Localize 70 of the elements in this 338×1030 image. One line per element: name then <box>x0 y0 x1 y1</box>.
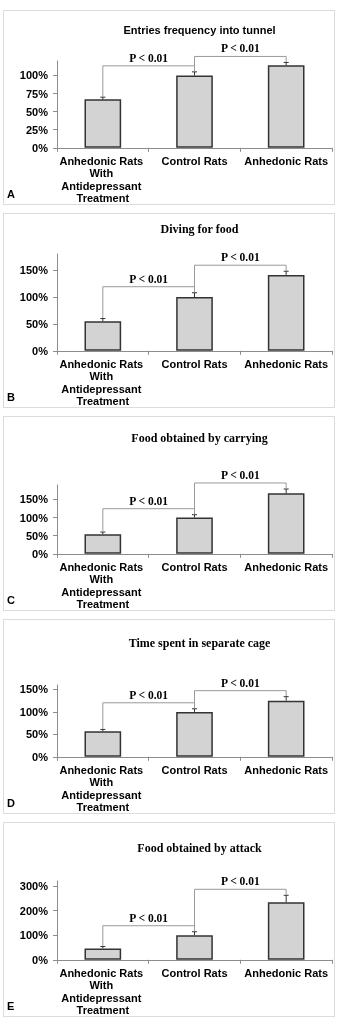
y-tick-label: 75% <box>25 87 49 100</box>
y-tick-label: 100% <box>19 511 49 524</box>
annotation: P < 0.01 <box>129 494 169 507</box>
chart-title: Time spent in separate cage <box>128 636 272 650</box>
x-tick-label: Anhedonic Rats <box>244 763 329 776</box>
x-tick-label: Control Rats <box>161 357 228 370</box>
y-tick-label: 50% <box>25 105 49 118</box>
bar <box>84 99 122 148</box>
x-tick-label: Anhedonic Rats <box>244 154 329 167</box>
bar <box>176 517 213 554</box>
annotation: P < 0.01 <box>129 272 169 285</box>
chart-title: Diving for food <box>160 222 239 236</box>
annotation: P < 0.01 <box>220 875 260 888</box>
bar <box>176 297 213 351</box>
bar <box>84 534 122 554</box>
y-tick-label: 0% <box>32 547 49 560</box>
y-tick-label: 0% <box>32 750 49 763</box>
x-tick-label: Anhedonic Rats With Antidepressant Treatment <box>59 966 147 1016</box>
text: A <box>7 188 15 200</box>
y-tick-label: 150% <box>19 264 49 277</box>
bar <box>267 65 305 148</box>
y-tick-label: 0% <box>32 344 49 357</box>
y-tick-label: 0% <box>32 953 49 966</box>
annotation: P < 0.01 <box>220 251 260 264</box>
x-tick-label: Anhedonic Rats With Antidepressant Treatment <box>59 560 147 610</box>
bar <box>176 711 213 757</box>
text: D <box>7 797 15 809</box>
text: P < 0.01 <box>220 42 260 55</box>
y-tick-label: 100% <box>19 69 49 82</box>
y-tick-label: 50% <box>25 317 49 330</box>
y-tick-label: 0% <box>32 141 49 154</box>
annotation: P < 0.01 <box>129 688 169 701</box>
y-tick-label: 25% <box>25 123 49 136</box>
text: B <box>7 391 15 403</box>
annotation: P < 0.01 <box>129 51 169 64</box>
y-tick-label: 100% <box>19 291 49 304</box>
text: C <box>7 594 15 606</box>
x-tick-label: Anhedonic Rats With Antidepressant Treatment <box>59 763 147 813</box>
x-tick-label: Control Rats <box>161 763 228 776</box>
x-tick-label: Control Rats <box>161 560 228 573</box>
y-tick-label: 150% <box>19 493 49 506</box>
chart-title: Food obtained by carrying <box>131 431 268 445</box>
x-tick-label: Control Rats <box>161 966 228 979</box>
bar <box>84 321 122 351</box>
bar <box>267 493 305 554</box>
x-tick-label: Control Rats <box>161 154 228 167</box>
text: P < 0.01 <box>220 468 260 481</box>
x-tick-label: Anhedonic Rats With Antidepressant Treatment <box>59 154 147 204</box>
y-tick-label: 100% <box>19 705 49 718</box>
chart-title: Entries frequency into tunnel <box>123 23 276 36</box>
bar <box>267 274 305 351</box>
text: E <box>7 1000 15 1012</box>
bar <box>176 75 213 148</box>
annotation: P < 0.01 <box>220 676 260 689</box>
x-tick-label: Anhedonic Rats <box>244 966 329 979</box>
y-tick-label: 100% <box>19 929 49 942</box>
y-tick-label: 50% <box>25 728 49 741</box>
bar <box>267 700 305 757</box>
bar <box>84 731 122 757</box>
y-tick-label: 50% <box>25 529 49 542</box>
y-tick-label: 150% <box>19 683 49 696</box>
x-tick-label: Anhedonic Rats <box>244 560 329 573</box>
chart-title: Food obtained by attack <box>137 841 262 855</box>
bar <box>84 948 122 960</box>
y-tick-label: 300% <box>19 879 49 892</box>
y-tick-label: 200% <box>19 904 49 917</box>
x-tick-label: Anhedonic Rats <box>244 357 329 370</box>
x-tick-label: Anhedonic Rats With Antidepressant Treatment <box>59 357 147 407</box>
bar <box>176 935 213 960</box>
annotation: P < 0.01 <box>129 911 169 924</box>
